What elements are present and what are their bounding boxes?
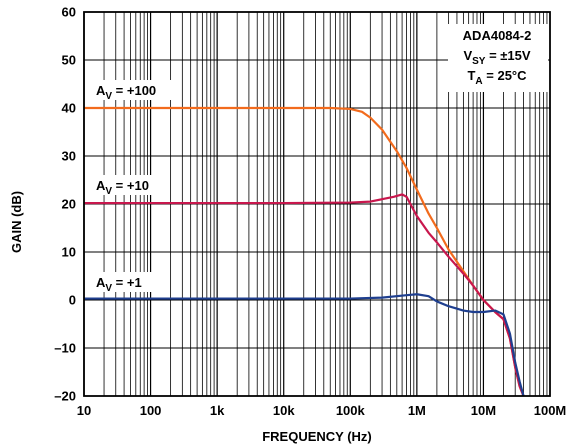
series-label-1: AV = +100 — [96, 83, 156, 102]
y-tick-label: 20 — [62, 197, 76, 212]
x-tick-label: 100M — [534, 403, 567, 418]
series-label-2: AV = +10 — [96, 178, 149, 197]
series-label-background — [90, 272, 160, 292]
series-label-3: AV = +1 — [96, 275, 142, 294]
series-line-3 — [84, 293, 525, 397]
x-tick-label: 1k — [210, 403, 225, 418]
plot-border — [83, 11, 551, 397]
y-tick-label: 40 — [62, 101, 76, 116]
x-tick-label: 100k — [336, 403, 366, 418]
device-name: ADA4084-2 — [463, 28, 532, 43]
x-tick-label: 100 — [140, 403, 162, 418]
y-tick-label: –20 — [54, 389, 76, 404]
x-axis-title: FREQUENCY (Hz) — [262, 429, 372, 444]
y-tick-label: 30 — [62, 149, 76, 164]
y-axis-title: GAIN (dB) — [9, 191, 24, 253]
tick-labels: 10 100 1k 10k 100k 1M 10M 100M –20 –10 0 10 20 30 40 50… — [54, 5, 566, 419]
y-tick-label: –10 — [54, 341, 76, 356]
plot-frame — [83, 11, 551, 397]
supply-voltage-label: VSY = ±15V — [463, 48, 530, 67]
x-tick-label: 1M — [408, 403, 426, 418]
y-tick-label: 0 — [69, 293, 76, 308]
series-label-background — [90, 80, 180, 100]
series-line-2 — [84, 193, 525, 397]
series-label-background — [90, 175, 170, 195]
temperature-label: TA = 25°C — [467, 68, 527, 87]
y-tick-label: 60 — [62, 5, 76, 20]
series-lines — [84, 106, 525, 397]
info-box-background — [448, 24, 548, 92]
x-tick-label: 10M — [471, 403, 496, 418]
x-tick-label: 10k — [273, 403, 295, 418]
y-tick-label: 10 — [62, 245, 76, 260]
y-tick-label: 50 — [62, 53, 76, 68]
x-tick-label: 10 — [77, 403, 91, 418]
